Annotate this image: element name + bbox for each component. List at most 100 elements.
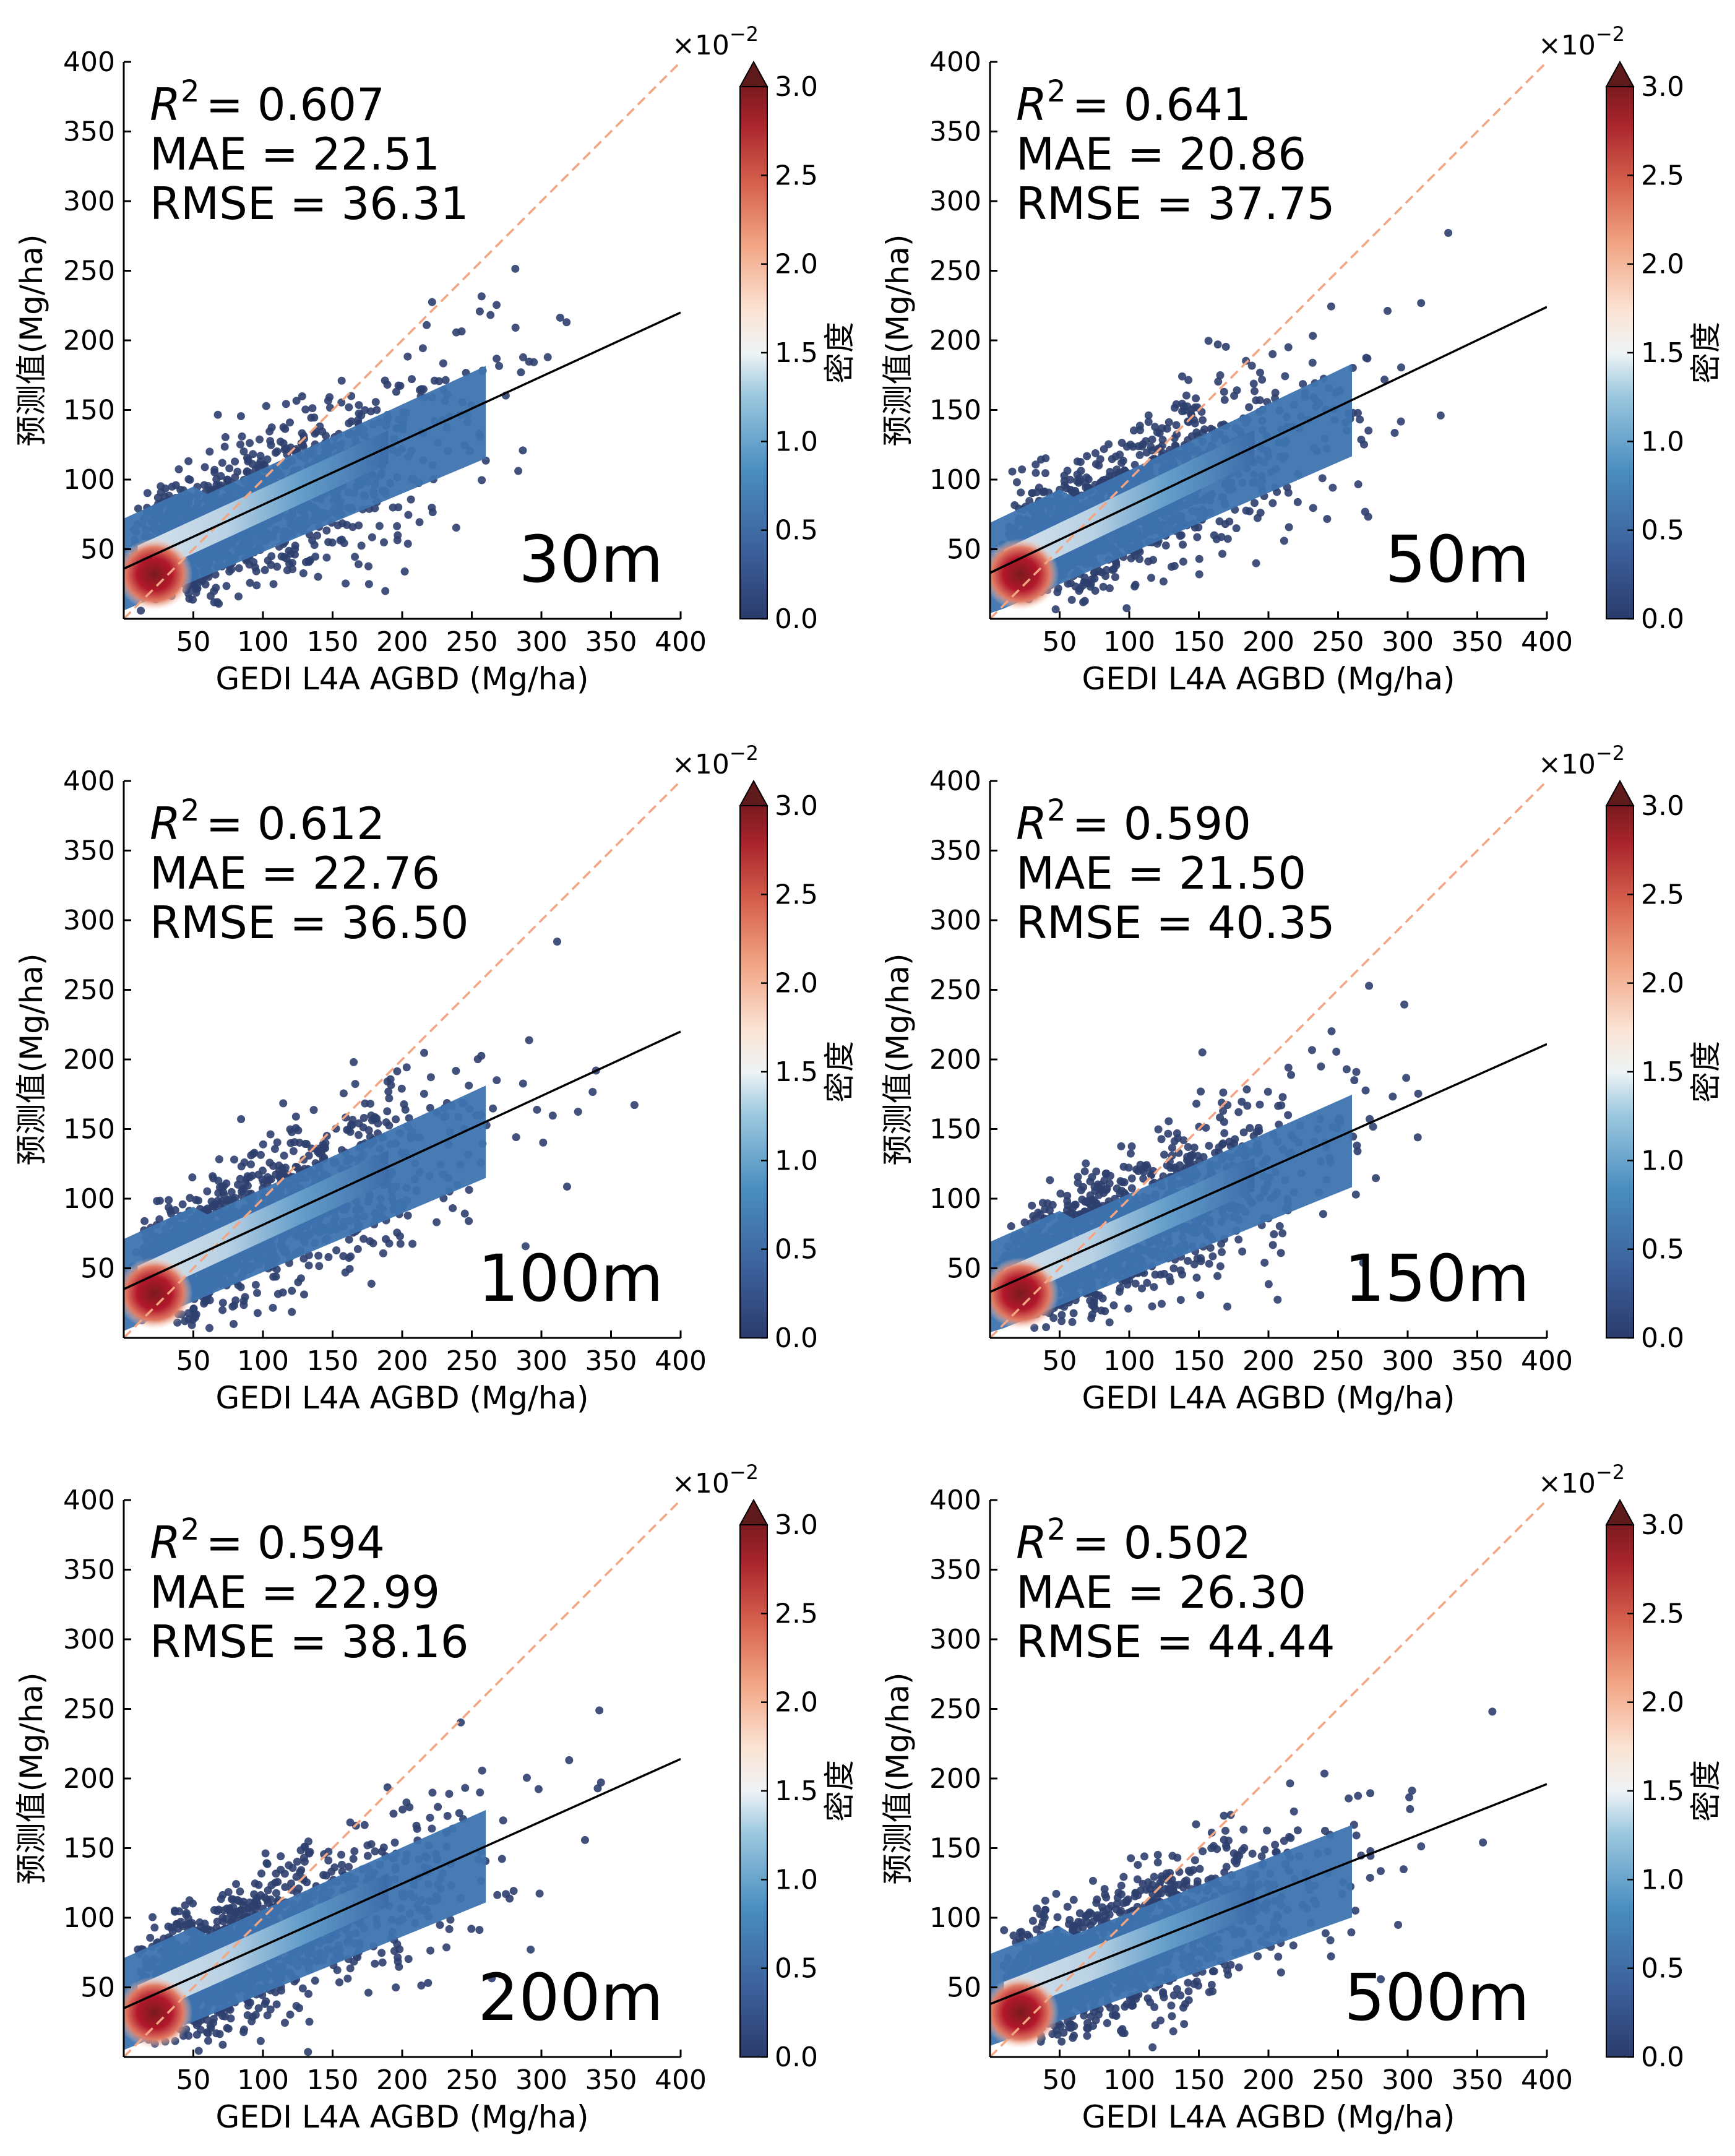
scatter-point [1127,554,1135,563]
scatter-point [1126,1149,1135,1158]
scatter-point [428,503,436,512]
scatter-point [260,566,269,574]
scatter-point [355,1131,363,1139]
scatter-point [1122,604,1131,613]
scatter-point [354,560,363,569]
scatter-point [1119,456,1127,465]
scatter-point [231,1194,239,1202]
scatter-point [1388,1092,1397,1101]
scatter-point [1144,411,1153,420]
scatter-point [1364,426,1373,435]
scatter-point [324,396,332,405]
x-tick-label: 200 [376,626,428,658]
scatter-point [1091,587,1100,595]
colorbar-exponent: ×10−2 [672,741,759,780]
y-tick-label: 50 [80,534,115,566]
scatter-point [1350,1076,1359,1085]
scatter-point [439,359,447,368]
scatter-point [1221,342,1230,351]
scatter-point [1195,1123,1203,1131]
scatter-point [1143,1279,1152,1287]
scatter-point [379,1249,387,1257]
scatter-point [1225,517,1234,526]
scatter-point [134,504,142,513]
scatter-point [548,1111,557,1120]
y-tick-label: 100 [929,464,981,496]
scatter-point [1327,1027,1336,1035]
scatter-point [556,313,564,322]
scatter-point [309,1106,318,1115]
scatter-point [314,1251,323,1260]
y-tick-label: 350 [929,116,981,148]
scatter-point [1197,1087,1205,1096]
r2-text: R2 = 0.641 [1016,74,1251,131]
scatter-point [1242,356,1251,365]
scatter-point [1147,574,1156,582]
colorbar-tick-label: 3.0 [775,71,818,103]
scatter-point [1278,1229,1287,1238]
colorbar-extend-arrow [739,779,768,806]
scatter-point [328,538,337,547]
scatter-point [1213,1272,1222,1280]
scatter-point [1268,499,1277,507]
scatter-point [1360,440,1369,449]
scatter-point [299,1254,308,1263]
scatter-point [1364,512,1372,521]
colorbar-tick-label: 1.0 [775,426,818,457]
scatter-point [272,1272,280,1281]
scatter-point [266,1130,275,1139]
mae-text: MAE = 20.86 [1016,128,1306,180]
scatter-point [517,368,525,377]
scatter-point [1031,460,1040,469]
scatter-point [533,1105,541,1114]
scatter-point [1116,451,1124,459]
scatter-point [258,1166,267,1175]
scatter-point [231,457,239,466]
scatter-point [247,1151,256,1160]
y-tick-label: 100 [63,1183,115,1215]
y-tick-label: 50 [80,1253,115,1285]
scatter-point [1061,481,1069,489]
scatter-point [393,1067,402,1076]
scatter-point [404,511,413,519]
scatter-point [1069,1309,1078,1317]
scatter-point [157,488,165,497]
scatter-point [1187,411,1195,420]
scatter-point [1252,559,1260,567]
scatter-point [1319,1210,1327,1218]
scatter-point [1170,434,1179,442]
scatter-point [1080,597,1089,605]
scatter-point [292,397,301,405]
x-axis-label: GEDI L4A AGBD (Mg/ha) [215,661,588,697]
scatter-point [1135,555,1144,564]
scatter-point [178,1200,187,1209]
scatter-point [322,431,330,440]
scatter-point [1190,403,1199,412]
scatter-point [1178,372,1187,381]
scatter-point [218,1298,227,1307]
scatter-point [1220,395,1229,404]
scatter-point [279,1099,288,1108]
scatter-point [286,1139,295,1147]
scatter-point [574,1108,582,1116]
scatter-point [460,1209,469,1218]
scatter-point [270,1145,279,1153]
scatter-point [1148,435,1156,444]
scatter-point [348,523,357,532]
rmse-text: RMSE = 37.75 [1016,178,1335,230]
scatter-point [1083,452,1091,460]
scatter-point [375,522,384,530]
chart-panel: 50 100 150 200 250 300 350 40050100150200250300… [880,22,1724,697]
scatter-point [493,1076,501,1085]
scatter-point [1126,440,1135,449]
scatter-point [286,418,295,427]
x-tick-label: 350 [1452,626,1504,658]
scatter-point [407,375,416,384]
scatter-point [337,376,346,385]
scatter-point [1323,515,1332,524]
scatter-point [1255,396,1264,405]
scatter-point [273,447,282,456]
scatter-point [1245,403,1254,412]
scatter-point [386,1075,395,1084]
